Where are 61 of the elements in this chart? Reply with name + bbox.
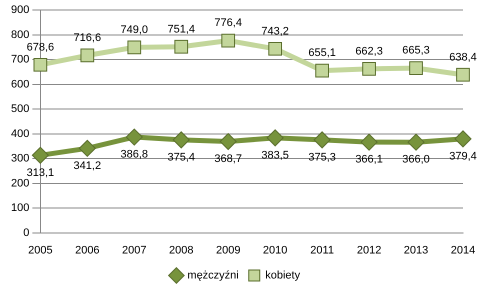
- data-label: 313,1: [26, 166, 54, 179]
- data-label: 749,0: [120, 24, 148, 36]
- data-label: 743,2: [261, 25, 289, 38]
- x-tick-label: 2005: [28, 244, 53, 256]
- y-tick-label: 400: [10, 128, 30, 140]
- point: [409, 61, 423, 75]
- x-tick-label: 2012: [356, 244, 382, 256]
- legend-label: mężczyźni: [187, 270, 239, 282]
- y-tick-label: 0: [23, 226, 30, 239]
- y-tick-label: 800: [10, 28, 30, 41]
- point: [174, 40, 188, 54]
- y-tick-label: 600: [10, 78, 30, 90]
- y-tick-label: 500: [10, 103, 30, 116]
- point: [360, 134, 378, 151]
- point: [220, 133, 237, 150]
- data-label: 383,5: [261, 149, 289, 162]
- point: [127, 40, 142, 54]
- data-label: 386,8: [120, 148, 148, 161]
- point: [454, 130, 472, 148]
- point: [314, 131, 331, 148]
- y-tick-label: 900: [10, 4, 30, 16]
- x-tick-label: 2013: [404, 244, 428, 256]
- point: [80, 48, 94, 62]
- data-label: 662,3: [355, 45, 383, 58]
- point: [315, 64, 329, 78]
- point: [32, 146, 49, 164]
- data-label: 375,4: [167, 151, 195, 164]
- data-label: 716,6: [74, 32, 102, 44]
- point: [408, 134, 425, 151]
- data-label: 341,2: [74, 160, 102, 172]
- x-tick-label: 2010: [262, 244, 288, 256]
- data-label: 368,7: [214, 153, 242, 166]
- point: [172, 131, 190, 148]
- legend-label: kobiety: [265, 270, 301, 282]
- data-label: 379,4: [449, 150, 477, 162]
- data-label: 366,0: [402, 154, 430, 166]
- y-tick-label: 100: [10, 202, 30, 214]
- data-label: 638,4: [449, 51, 477, 64]
- x-tick-label: 2008: [168, 244, 194, 256]
- x-tick-label: 2007: [122, 244, 147, 256]
- data-label: 665,3: [402, 44, 430, 57]
- data-label: 375,3: [308, 151, 336, 164]
- x-tick-label: 2011: [310, 244, 334, 256]
- x-tick-label: 2009: [216, 244, 240, 256]
- point: [126, 128, 143, 146]
- data-label: 776,4: [214, 17, 242, 30]
- y-tick-label: 300: [10, 152, 30, 165]
- x-tick-label: 2006: [75, 244, 100, 256]
- data-label: 366,1: [355, 154, 383, 166]
- point: [221, 34, 236, 48]
- point: [456, 68, 470, 82]
- data-label: 751,4: [167, 23, 195, 36]
- y-tick-label: 200: [10, 177, 30, 190]
- point: [362, 62, 376, 76]
- point: [78, 140, 96, 157]
- point: [266, 129, 284, 146]
- x-tick-label: 2014: [450, 244, 476, 256]
- y-tick-label: 700: [10, 54, 30, 66]
- data-label: 678,6: [26, 41, 54, 54]
- data-label: 655,1: [308, 47, 336, 60]
- point: [268, 42, 282, 56]
